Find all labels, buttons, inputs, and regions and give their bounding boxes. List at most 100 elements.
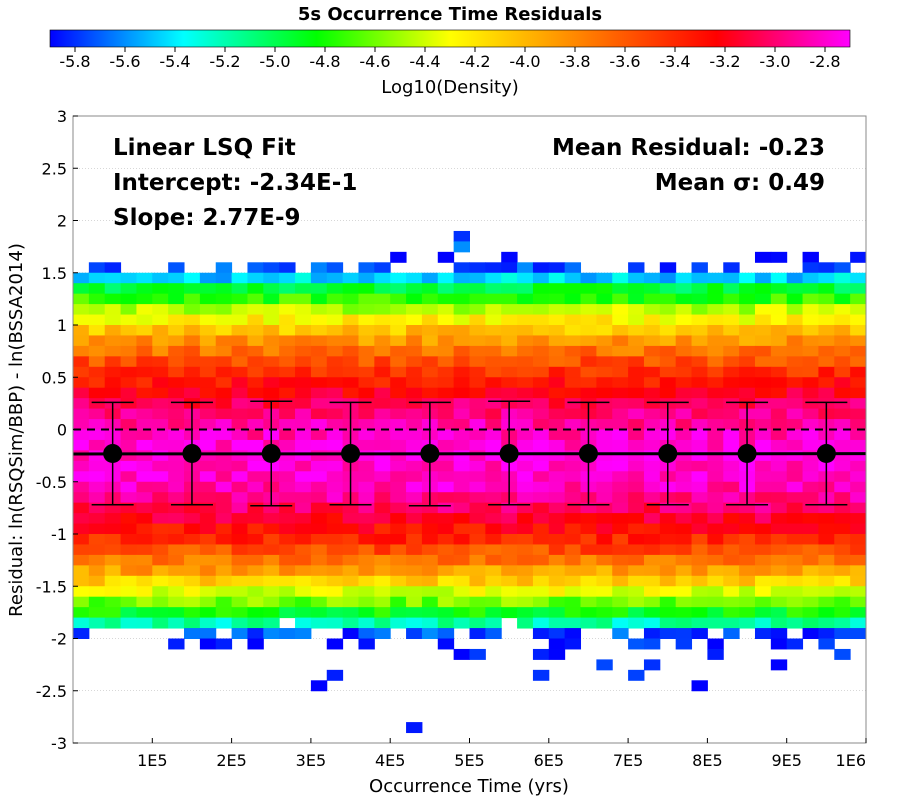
heatmap-cell: [295, 471, 312, 483]
heatmap-cell: [770, 502, 788, 514]
heatmap-cell: [437, 523, 455, 535]
heatmap-cell: [247, 596, 264, 608]
heatmap-cell: [279, 398, 296, 410]
heatmap-cell: [104, 502, 122, 514]
heatmap-cell: [802, 314, 819, 326]
colorbar-tick-label: -4.6: [359, 52, 390, 71]
heatmap-cell: [263, 628, 280, 639]
heatmap-cell: [564, 596, 582, 608]
heatmap-cell: [532, 460, 550, 472]
heatmap-cell: [834, 439, 851, 451]
heatmap-cell: [184, 356, 201, 368]
heatmap-cell: [215, 335, 233, 347]
heatmap-cell: [136, 575, 153, 587]
heatmap-cell: [707, 544, 724, 556]
heatmap-cell: [532, 617, 550, 629]
heatmap-cell: [104, 617, 122, 629]
heatmap-cell: [802, 325, 819, 336]
heatmap-cell: [596, 293, 613, 305]
heatmap-cell: [707, 439, 724, 451]
heatmap-cell: [548, 513, 566, 525]
heatmap-cell: [517, 398, 534, 410]
heatmap-cell: [739, 314, 756, 326]
heatmap-cell: [675, 429, 693, 441]
heatmap-cell: [120, 471, 137, 483]
heatmap-cell: [818, 586, 835, 598]
heatmap-cell: [358, 450, 375, 462]
heatmap-cell: [786, 283, 804, 295]
heatmap-cell: [723, 586, 740, 598]
heatmap-cell: [485, 262, 502, 274]
heatmap-cell: [786, 304, 804, 316]
heatmap-cell: [358, 471, 375, 483]
heatmap-cell: [612, 586, 629, 598]
heatmap-cell: [421, 304, 439, 316]
heatmap-cell: [374, 534, 391, 545]
heatmap-cell: [437, 439, 455, 451]
heatmap-cell: [628, 272, 645, 284]
heatmap-cell: [390, 272, 407, 284]
heatmap-cell: [437, 492, 455, 504]
heatmap-cell: [850, 513, 867, 525]
heatmap-cell: [263, 304, 280, 316]
heatmap-cell: [564, 492, 582, 504]
heatmap-cell: [517, 575, 534, 587]
heatmap-cell: [421, 366, 439, 378]
heatmap-cell: [152, 565, 169, 577]
heatmap-cell: [390, 565, 407, 577]
heatmap-cell: [199, 471, 217, 483]
heatmap-cell: [120, 554, 137, 566]
heatmap-cell: [628, 325, 645, 336]
heatmap-cell: [564, 565, 582, 577]
heatmap-cell: [675, 523, 693, 535]
heatmap-cell: [485, 293, 502, 305]
heatmap-cell: [247, 387, 264, 399]
heatmap-cell: [279, 429, 296, 441]
heatmap-cell: [310, 439, 328, 451]
heatmap-cell: [120, 345, 137, 357]
heatmap-cell: [723, 345, 740, 357]
heatmap-cell: [88, 439, 106, 451]
heatmap-cell: [675, 565, 693, 577]
heatmap-cell: [754, 272, 772, 284]
heatmap-cell: [73, 366, 90, 378]
heatmap-cell: [136, 387, 153, 399]
heatmap-cell: [628, 293, 645, 305]
heatmap-cell: [612, 304, 629, 316]
heatmap-cell: [136, 607, 153, 619]
heatmap-cell: [754, 544, 772, 556]
heatmap-cell: [643, 304, 661, 316]
heatmap-cell: [643, 596, 661, 608]
heatmap-cell: [628, 304, 645, 316]
heatmap-cell: [406, 439, 423, 451]
heatmap-cell: [120, 481, 137, 493]
heatmap-cell: [834, 345, 851, 357]
heatmap-cell: [184, 607, 201, 619]
heatmap-cell: [215, 502, 233, 514]
heatmap-cell: [88, 492, 106, 504]
heatmap-cell: [517, 304, 534, 316]
heatmap-cell: [136, 429, 153, 441]
heatmap-cell: [770, 460, 788, 472]
heatmap-cell: [453, 387, 470, 399]
heatmap-cell: [643, 429, 661, 441]
heatmap-cell: [517, 502, 534, 514]
heatmap-cell: [73, 398, 90, 410]
heatmap-cell: [818, 502, 835, 514]
heatmap-cell: [437, 325, 455, 336]
heatmap-cell: [120, 283, 137, 295]
heatmap-cell: [485, 502, 502, 514]
heatmap-cell: [437, 314, 455, 326]
heatmap-cell: [675, 450, 693, 462]
heatmap-cell: [628, 439, 645, 451]
heatmap-cell: [834, 502, 851, 514]
heatmap-cell: [247, 575, 264, 587]
heatmap-cell: [421, 575, 439, 587]
heatmap-cell: [168, 513, 185, 525]
heatmap-cell: [374, 283, 391, 295]
heatmap-cell: [199, 565, 217, 577]
heatmap-cell: [691, 554, 708, 566]
heatmap-cell: [168, 481, 185, 493]
heatmap-cell: [73, 419, 90, 430]
heatmap-cell: [358, 398, 375, 410]
